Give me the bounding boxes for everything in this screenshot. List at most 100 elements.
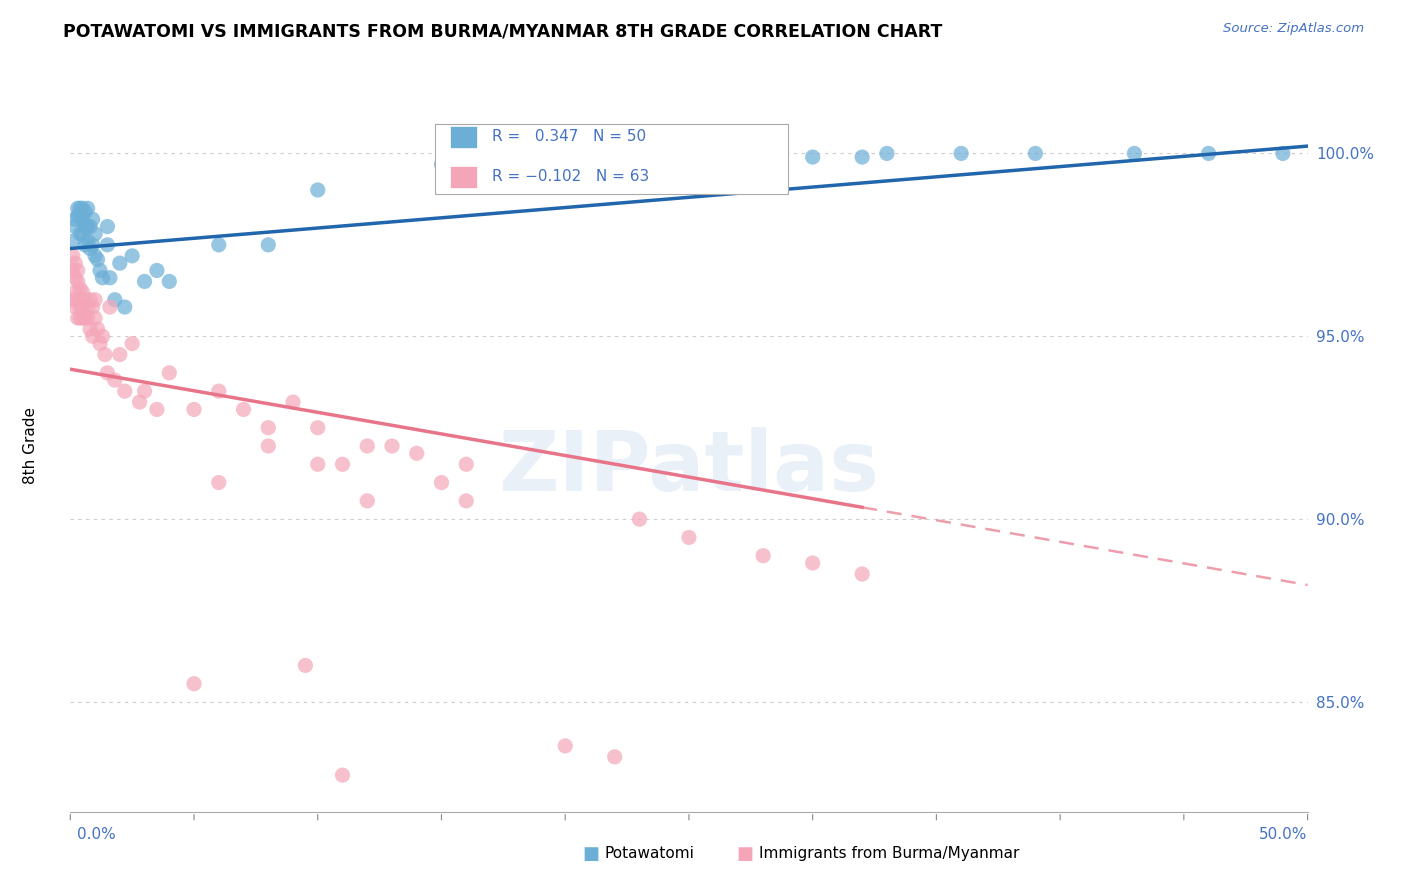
Text: ■: ■	[737, 845, 754, 863]
Point	[72, 300, 94, 314]
Point	[183, 676, 205, 690]
Point	[91, 270, 114, 285]
Point	[94, 347, 117, 361]
Point	[69, 282, 91, 296]
Text: 0.0%: 0.0%	[77, 827, 117, 841]
Point	[65, 270, 87, 285]
Text: R = −0.102   N = 63: R = −0.102 N = 63	[492, 169, 650, 185]
Point	[128, 395, 150, 409]
Point	[121, 249, 143, 263]
Point	[1271, 146, 1294, 161]
Point	[86, 252, 108, 267]
Point	[66, 263, 89, 277]
Point	[183, 402, 205, 417]
Point	[851, 566, 873, 581]
Point	[332, 457, 354, 471]
Point	[84, 227, 107, 241]
Point	[75, 293, 97, 307]
Point	[208, 384, 231, 398]
Point	[307, 457, 329, 471]
Point	[108, 256, 131, 270]
Point	[84, 310, 107, 325]
Point	[82, 237, 104, 252]
Point	[108, 347, 131, 361]
Point	[98, 270, 121, 285]
Point	[208, 475, 231, 490]
Point	[232, 402, 254, 417]
Point	[65, 219, 87, 234]
Point	[950, 146, 973, 161]
Point	[76, 201, 98, 215]
Point	[82, 300, 104, 314]
Point	[89, 263, 111, 277]
Point	[356, 439, 378, 453]
Point	[82, 212, 104, 227]
Point	[89, 336, 111, 351]
Point	[96, 219, 118, 234]
Point	[66, 293, 89, 307]
Point	[75, 205, 97, 219]
Point	[69, 227, 91, 241]
Point	[72, 285, 94, 300]
Point	[801, 150, 824, 164]
Point	[75, 219, 97, 234]
Point	[65, 256, 87, 270]
Point	[66, 201, 89, 215]
Text: ZIPatlas: ZIPatlas	[499, 427, 879, 508]
Point	[76, 310, 98, 325]
Point	[146, 263, 169, 277]
Point	[66, 209, 89, 223]
Point	[84, 249, 107, 263]
Point	[79, 293, 101, 307]
Point	[114, 384, 136, 398]
Text: POTAWATOMI VS IMMIGRANTS FROM BURMA/MYANMAR 8TH GRADE CORRELATION CHART: POTAWATOMI VS IMMIGRANTS FROM BURMA/MYAN…	[63, 22, 942, 40]
Point	[86, 322, 108, 336]
Point	[678, 530, 700, 544]
Point	[69, 209, 91, 223]
Point	[79, 242, 101, 256]
Bar	[450, 166, 478, 188]
Point	[678, 146, 700, 161]
Point	[157, 274, 180, 288]
Point	[307, 420, 329, 434]
Point	[1123, 146, 1146, 161]
Point	[65, 212, 87, 227]
Bar	[436, 124, 787, 194]
Point	[62, 293, 84, 307]
Point	[75, 310, 97, 325]
Point	[91, 329, 114, 343]
Point	[430, 475, 453, 490]
Point	[82, 329, 104, 343]
Point	[381, 439, 404, 453]
Text: Immigrants from Burma/Myanmar: Immigrants from Burma/Myanmar	[759, 847, 1019, 861]
Text: 8th Grade: 8th Grade	[24, 408, 38, 484]
Point	[157, 366, 180, 380]
Point	[257, 420, 280, 434]
Point	[1198, 146, 1220, 161]
Point	[405, 446, 427, 460]
Point	[876, 146, 898, 161]
Point	[554, 146, 576, 161]
Text: 50.0%: 50.0%	[1260, 827, 1308, 841]
Point	[62, 249, 84, 263]
Point	[62, 263, 84, 277]
Point	[62, 234, 84, 248]
Point	[69, 201, 91, 215]
Point	[96, 366, 118, 380]
Point	[752, 549, 775, 563]
Point	[72, 310, 94, 325]
Point	[72, 212, 94, 227]
Point	[294, 658, 316, 673]
Point	[208, 237, 231, 252]
Point	[456, 457, 478, 471]
Point	[104, 373, 127, 387]
Text: R =   0.347   N = 50: R = 0.347 N = 50	[492, 129, 647, 145]
Point	[281, 395, 304, 409]
Point	[554, 739, 576, 753]
Point	[628, 512, 651, 526]
Point	[98, 300, 121, 314]
Point	[146, 402, 169, 417]
Point	[851, 150, 873, 164]
Point	[356, 493, 378, 508]
Point	[257, 237, 280, 252]
